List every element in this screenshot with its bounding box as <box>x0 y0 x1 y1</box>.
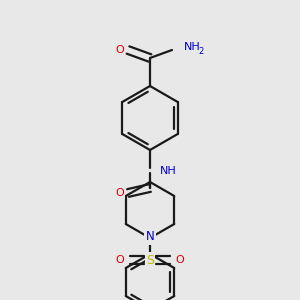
Text: NH: NH <box>160 166 177 176</box>
Text: NH: NH <box>184 42 201 52</box>
Text: 2: 2 <box>198 47 203 56</box>
Text: O: O <box>116 188 124 198</box>
Text: N: N <box>146 230 154 244</box>
Text: S: S <box>146 254 154 266</box>
Text: O: O <box>116 255 124 265</box>
Text: O: O <box>116 45 124 55</box>
Text: O: O <box>176 255 184 265</box>
